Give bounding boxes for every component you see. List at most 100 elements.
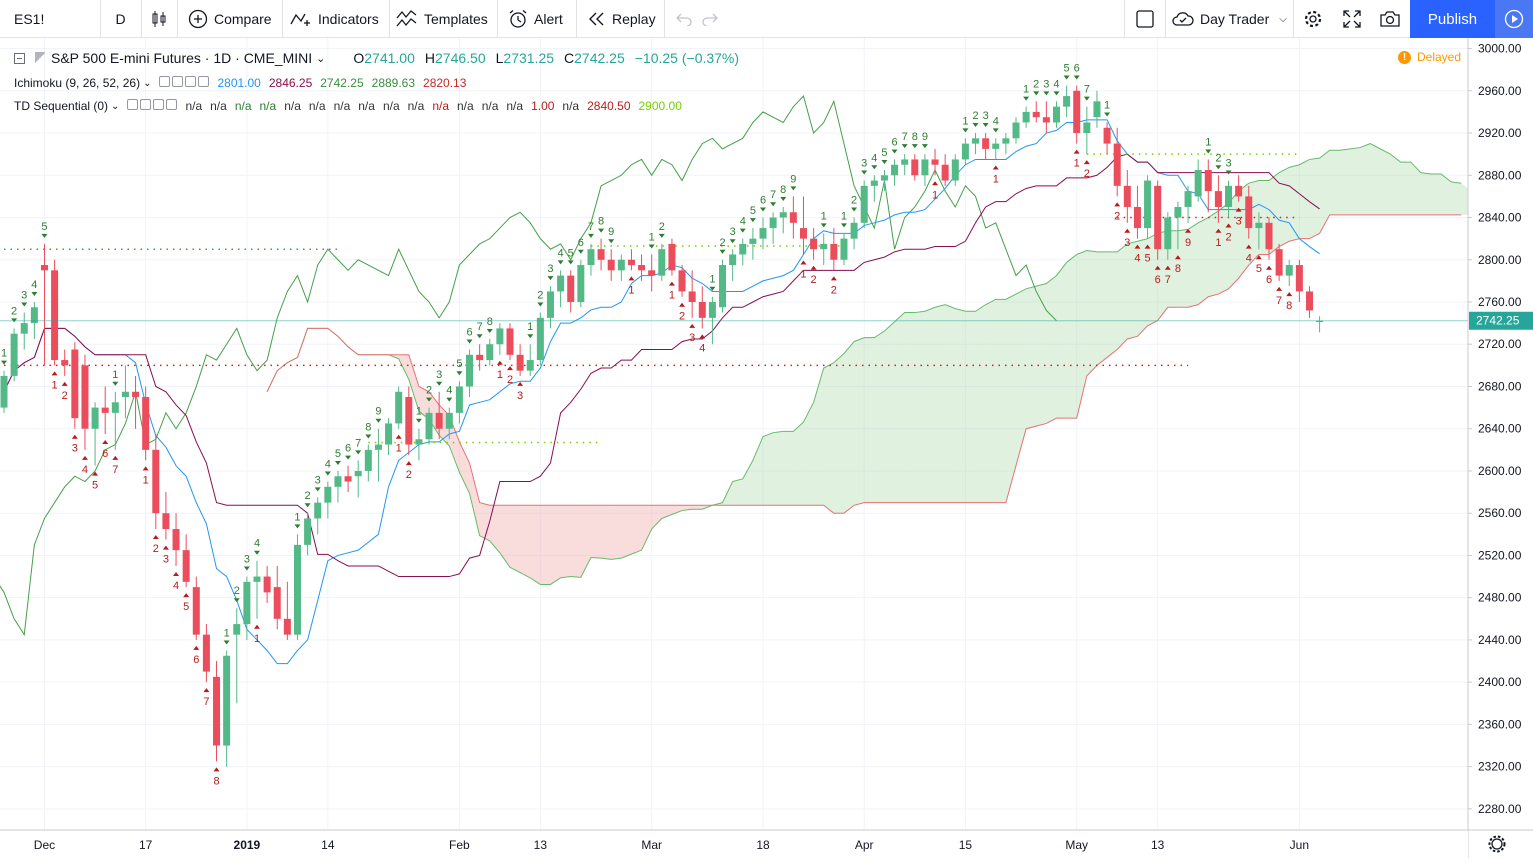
- templates-button[interactable]: Templates: [396, 0, 496, 38]
- ichimoku-cloud-segment: [1309, 158, 1320, 239]
- candle-body: [1133, 206, 1141, 229]
- td-value: n/a: [333, 99, 351, 113]
- braces-icon[interactable]: [185, 76, 197, 87]
- toolbar-divider: [282, 0, 283, 38]
- ichimoku-cloud-segment: [520, 505, 531, 578]
- ichimoku-cloud-segment: [611, 505, 622, 560]
- senkou-span-a-line: [266, 143, 1462, 585]
- td-buy-count: 4: [699, 342, 705, 354]
- chevron-down-icon: ⌵: [1279, 13, 1287, 25]
- td-sell-arrow: [982, 123, 989, 128]
- ichimoku-cloud-segment: [945, 304, 956, 503]
- alert-button[interactable]: Alert: [508, 0, 576, 38]
- fullscreen-layout-button[interactable]: [1124, 0, 1166, 38]
- snapshot-button[interactable]: [1371, 0, 1409, 38]
- series-title[interactable]: S&P 500 E-mini Futures · 1D · CME_MINI: [51, 50, 313, 66]
- replay-button[interactable]: Replay: [588, 0, 664, 38]
- toolbar-divider: [141, 0, 142, 38]
- td-buy-arrow: [699, 334, 706, 339]
- candle-body: [799, 228, 807, 239]
- ichimoku-cloud-segment: [1086, 250, 1097, 376]
- ichimoku-cloud-segment: [1127, 241, 1138, 339]
- candle-body: [395, 391, 403, 424]
- ichimoku-label[interactable]: Ichimoku (9, 26, 52, 26): [14, 76, 141, 90]
- chevron-down-icon[interactable]: ⌄: [143, 77, 152, 89]
- ichimoku-cloud-segment: [449, 415, 460, 473]
- td-sell-arrow: [881, 160, 888, 164]
- candle-body: [1265, 222, 1273, 250]
- square-icon: [1136, 10, 1154, 28]
- ichimoku-value: 2889.63: [371, 76, 416, 90]
- fullscreen-button[interactable]: [1333, 0, 1371, 38]
- symbol-search[interactable]: ES1!: [0, 0, 100, 38]
- chart-style-button[interactable]: [141, 0, 177, 38]
- ichimoku-cloud-segment: [469, 463, 480, 536]
- td-sell-count: 5: [456, 358, 462, 370]
- candle-body: [91, 407, 99, 429]
- td-sell-arrow: [1215, 165, 1222, 170]
- td-buy-count: 3: [689, 332, 695, 344]
- series-legend-row: S&P 500 E-mini Futures · 1D · CME_MINI ⌄…: [0, 47, 745, 69]
- td-sequential-label[interactable]: TD Sequential (0): [14, 99, 109, 113]
- td-buy-count: 1: [1215, 237, 1221, 249]
- settings-button[interactable]: [1293, 0, 1333, 38]
- td-sell-arrow: [972, 123, 979, 128]
- gear-icon[interactable]: [140, 99, 152, 110]
- td-buy-arrow: [102, 440, 109, 444]
- chevron-down-icon[interactable]: ⌄: [111, 100, 120, 112]
- cloud-icon: [1172, 11, 1194, 27]
- toolbar-divider: [497, 0, 498, 38]
- td-sell-arrow: [547, 276, 554, 281]
- open-value: 2741.00: [364, 50, 415, 66]
- braces-icon[interactable]: [153, 99, 165, 110]
- candle-body: [1093, 101, 1101, 118]
- time-tick-label: Apr: [855, 838, 874, 852]
- td-sell-arrow: [1205, 149, 1212, 154]
- eye-icon[interactable]: [159, 76, 171, 87]
- redo-button[interactable]: [698, 0, 722, 38]
- candle-body: [870, 180, 878, 186]
- td-buy-count: 1: [932, 189, 938, 201]
- delayed-badge[interactable]: ! Delayed: [1398, 50, 1461, 64]
- td-sell-count: 2: [234, 585, 240, 597]
- eye-icon[interactable]: [127, 99, 139, 110]
- td-sell-arrow: [729, 239, 736, 244]
- td-sell-arrow: [21, 302, 28, 307]
- ichimoku-cloud-segment: [408, 354, 419, 412]
- candle-body: [567, 275, 575, 302]
- candle-body: [678, 270, 686, 292]
- ichimoku-cloud-segment: [510, 505, 521, 573]
- undo-button[interactable]: [672, 0, 696, 38]
- td-sequential-values: n/a n/a n/a n/a n/a n/a n/a n/a n/a n/a n/a n/a n/a n…: [185, 99, 689, 113]
- close-icon[interactable]: [166, 99, 178, 110]
- ichimoku-cloud-segment: [1147, 233, 1158, 326]
- td-sell-arrow: [355, 450, 362, 455]
- publish-video-button[interactable]: [1495, 0, 1533, 38]
- candle-body: [293, 544, 301, 635]
- ichimoku-cloud-segment: [499, 505, 510, 568]
- td-sell-count: 9: [922, 131, 928, 143]
- td-sell-count: 1: [649, 231, 655, 243]
- candle-body: [658, 249, 666, 276]
- interval-button[interactable]: D: [100, 0, 141, 38]
- chikou-span-line: [0, 95, 1057, 637]
- indicator-controls[interactable]: [127, 99, 179, 113]
- ichimoku-cloud-segment: [773, 431, 784, 506]
- publish-button[interactable]: Publish: [1410, 0, 1495, 38]
- layout-menu-button[interactable]: Day Trader ⌵: [1172, 0, 1294, 38]
- gear-icon[interactable]: [172, 76, 184, 87]
- td-sell-arrow: [861, 170, 868, 175]
- indicators-button[interactable]: Indicators: [290, 0, 390, 38]
- td-buy-count: 1: [1074, 158, 1080, 170]
- close-icon[interactable]: [198, 76, 210, 87]
- time-tick-label: 14: [321, 838, 335, 852]
- chevron-down-icon[interactable]: ⌄: [316, 52, 326, 65]
- compare-button[interactable]: Compare: [188, 0, 283, 38]
- td-buy-arrow: [496, 360, 503, 365]
- td-buy-count: 1: [396, 443, 402, 455]
- indicator-controls[interactable]: [159, 76, 211, 90]
- collapse-icon[interactable]: [14, 52, 25, 64]
- flag-icon[interactable]: [35, 52, 45, 64]
